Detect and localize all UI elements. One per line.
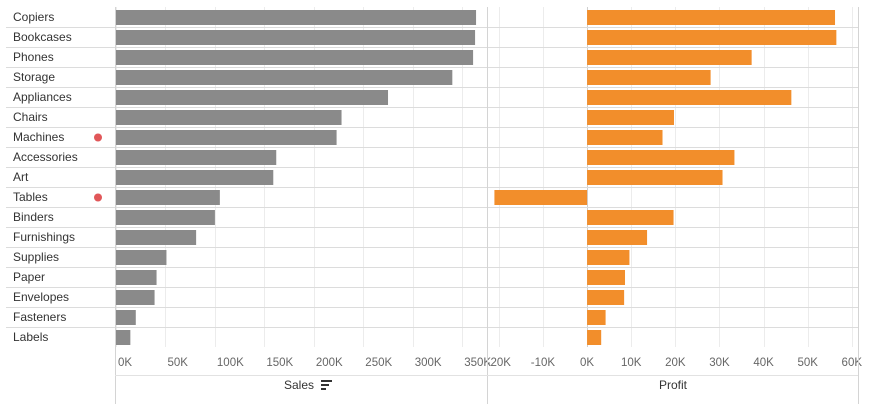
profit-bar[interactable] xyxy=(494,190,588,205)
category-label: Art xyxy=(13,170,29,184)
sales-bar[interactable] xyxy=(116,310,136,325)
category-label: Accessories xyxy=(13,150,78,164)
profit-bar[interactable] xyxy=(587,110,674,125)
profit-tick-label: -10K xyxy=(531,357,556,369)
category-label: Appliances xyxy=(13,90,72,104)
sales-bar[interactable] xyxy=(116,110,342,125)
sales-bar[interactable] xyxy=(116,10,477,25)
sales-bar[interactable] xyxy=(116,210,215,225)
sales-bar[interactable] xyxy=(116,130,337,145)
category-label: Supplies xyxy=(13,250,59,264)
sales-tick-label: 200K xyxy=(316,357,343,369)
sales-bar[interactable] xyxy=(116,290,155,305)
profit-tick-label: 10K xyxy=(621,357,642,369)
sales-tick-label: 300K xyxy=(415,357,442,369)
sales-bar[interactable] xyxy=(116,250,167,265)
profit-bar[interactable] xyxy=(587,210,674,225)
profit-tick-label: 60K xyxy=(842,357,863,369)
sales-tick-label: 50K xyxy=(167,357,188,369)
sales-tick-label: 100K xyxy=(217,357,244,369)
category-label: Labels xyxy=(13,330,48,344)
profit-tick-label: 30K xyxy=(709,357,730,369)
category-label: Phones xyxy=(13,50,54,64)
sales-bar[interactable] xyxy=(116,230,197,245)
profit-bar[interactable] xyxy=(587,90,792,105)
chart-frame xyxy=(115,7,859,404)
profit-axis-ticks: -20K -10K 0K 10K 20K 30K 40K 50K 60K xyxy=(487,357,863,369)
profit-bar[interactable] xyxy=(587,290,625,305)
sales-tick-label: 250K xyxy=(365,357,392,369)
profit-bar[interactable] xyxy=(587,10,836,25)
sales-tick-label: 0K xyxy=(118,357,132,369)
profit-bar[interactable] xyxy=(587,250,630,265)
category-label: Tables xyxy=(13,190,48,204)
sort-descending-icon[interactable] xyxy=(321,380,332,390)
profit-axis-title: Profit xyxy=(659,378,688,392)
category-label: Storage xyxy=(13,70,55,84)
category-labels: Copiers Bookcases Phones Storage Appliances C… xyxy=(13,10,78,344)
category-label: Binders xyxy=(13,210,54,224)
sales-tick-label: 150K xyxy=(266,357,293,369)
profit-tick-label: 40K xyxy=(753,357,774,369)
category-label: Bookcases xyxy=(13,30,72,44)
sales-bar[interactable] xyxy=(116,70,453,85)
sales-axis-ticks: 0K 50K 100K 150K 200K 250K 300K 350K xyxy=(118,357,491,369)
category-label: Copiers xyxy=(13,10,54,24)
profit-bar[interactable] xyxy=(587,310,606,325)
profit-bar[interactable] xyxy=(587,150,735,165)
profit-bar[interactable] xyxy=(587,230,648,245)
category-label: Chairs xyxy=(13,110,48,124)
flag-marker xyxy=(94,133,102,142)
sales-bar[interactable] xyxy=(116,170,274,185)
sales-bar[interactable] xyxy=(116,150,277,165)
sales-tick-label: 350K xyxy=(464,357,491,369)
profit-bar[interactable] xyxy=(587,30,837,45)
profit-tick-label: -20K xyxy=(487,357,512,369)
profit-tick-label: 20K xyxy=(665,357,686,369)
profit-bars xyxy=(494,10,837,345)
profit-bar[interactable] xyxy=(587,330,602,345)
category-label: Fasteners xyxy=(13,310,66,324)
profit-tick-label: 0K xyxy=(580,357,594,369)
profit-bar[interactable] xyxy=(587,130,663,145)
flag-marker xyxy=(94,193,102,202)
sales-bars xyxy=(116,10,477,345)
profit-tick-label: 50K xyxy=(797,357,818,369)
category-label: Paper xyxy=(13,270,45,284)
sales-bar[interactable] xyxy=(116,270,157,285)
profit-bar[interactable] xyxy=(587,50,752,65)
category-label: Machines xyxy=(13,130,64,144)
sales-bar[interactable] xyxy=(116,90,389,105)
sales-bar[interactable] xyxy=(116,50,474,65)
category-label: Envelopes xyxy=(13,290,69,304)
profit-bar[interactable] xyxy=(587,270,626,285)
flag-markers xyxy=(94,133,102,202)
profit-bar[interactable] xyxy=(587,70,711,85)
profit-bar[interactable] xyxy=(587,170,723,185)
sales-bar[interactable] xyxy=(116,30,476,45)
sales-bar[interactable] xyxy=(116,330,131,345)
sales-axis-title: Sales xyxy=(284,378,314,392)
sales-bar[interactable] xyxy=(116,190,220,205)
row-dividers xyxy=(6,27,858,328)
category-label: Furnishings xyxy=(13,230,75,244)
